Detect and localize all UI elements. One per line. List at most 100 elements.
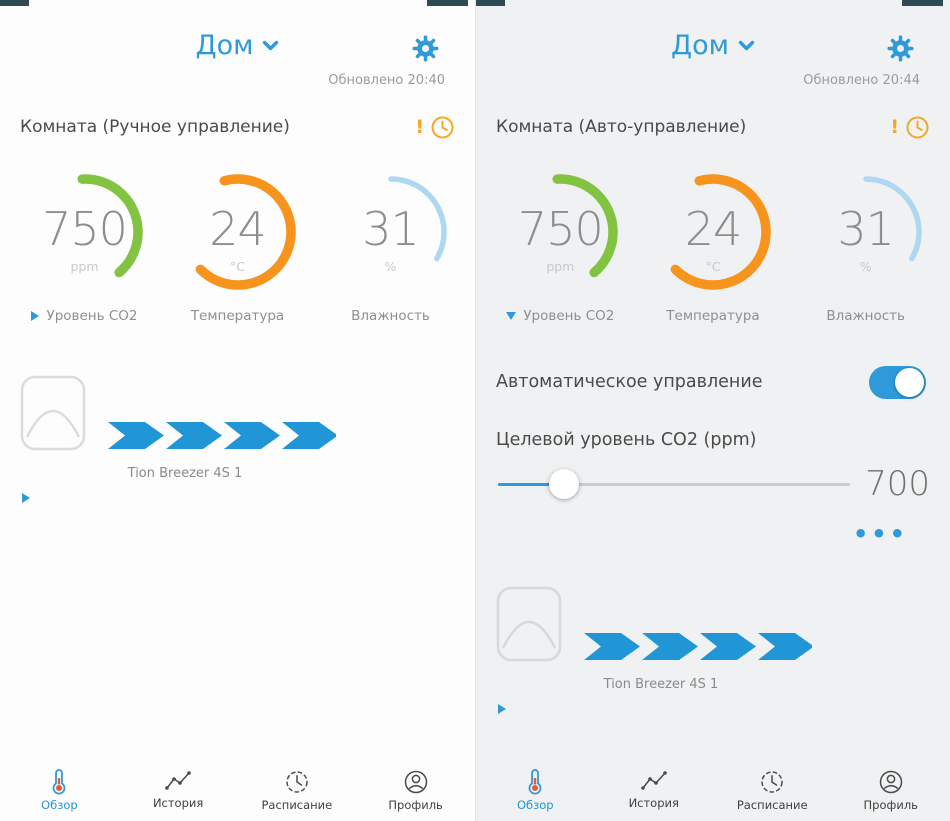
co2-label: Уровень CO2 [46, 308, 138, 324]
tab-profile[interactable]: Профиль [832, 769, 950, 821]
timer-alert-button[interactable]: ! [415, 115, 455, 140]
device-card: Tion Breezer 4S 1 [0, 375, 475, 507]
gauge-temperature: 24 °C Температура [637, 158, 790, 334]
fan-speed-arrows [584, 633, 814, 664]
screen-manual-mode: Дом [0, 0, 475, 821]
room-title: Комната (Авто-управление) [496, 117, 747, 137]
gauge-temperature: 24 °C Температура [161, 158, 314, 334]
temperature-value: 24 [209, 202, 267, 256]
humidity-label: Влажность [351, 308, 430, 324]
co2-gauge-arc [26, 174, 143, 290]
gauge-co2: 750 ppm Уровень CO2 [484, 158, 637, 334]
home-selector[interactable]: Дом [196, 30, 280, 61]
updated-timestamp: Обновлено 20:44 [803, 73, 920, 88]
temperature-unit: °C [230, 259, 245, 274]
temperature-label: Температура [190, 308, 285, 324]
tab-bar: Обзор История Расписание [0, 761, 475, 821]
humidity-gauge-arc [809, 176, 922, 288]
header: Дом [476, 30, 950, 68]
humidity-value: 31 [362, 202, 420, 256]
status-bar-artifact [902, 0, 943, 6]
slider-fill [498, 483, 564, 486]
timer-alert-button[interactable]: ! [890, 115, 930, 140]
auto-control-label: Автоматическое управление [496, 372, 763, 392]
room-title: Комната (Ручное управление) [20, 117, 290, 137]
temperature-value: 24 [684, 202, 743, 256]
tab-history-label: История [152, 796, 204, 810]
timer-clock-icon [906, 116, 929, 138]
collapse-triangle-icon [506, 312, 517, 320]
co2-label: Уровень CO2 [523, 308, 615, 324]
humidity-unit: % [859, 259, 872, 274]
co2-value: 750 [517, 202, 604, 256]
profile-icon [879, 770, 902, 794]
tab-overview-label: Обзор [41, 798, 78, 812]
co2-target-slider[interactable] [498, 468, 850, 500]
tab-history-label: История [628, 796, 679, 810]
settings-gear-icon[interactable] [412, 35, 439, 66]
tab-history[interactable]: История [595, 769, 714, 821]
toggle-knob [895, 367, 924, 397]
home-selector[interactable]: Дом [671, 30, 755, 61]
target-co2-value: 700 [865, 464, 930, 504]
more-options-button[interactable]: ••• [852, 520, 908, 548]
device-name: Tion Breezer 4S 1 [603, 677, 719, 692]
updated-timestamp: Обновлено 20:40 [328, 73, 445, 88]
settings-gear-icon[interactable] [887, 35, 914, 66]
gauge-co2: 750 ppm Уровень CO2 [8, 158, 161, 334]
device-expand-triangle[interactable] [498, 704, 506, 714]
tab-schedule[interactable]: Расписание [713, 769, 832, 821]
co2-value: 750 [42, 202, 128, 256]
tab-overview[interactable]: Обзор [0, 769, 119, 821]
tab-profile-label: Профиль [388, 798, 443, 812]
gauge-humidity: 31 % Влажность [789, 158, 942, 334]
tab-overview[interactable]: Обзор [476, 769, 595, 821]
temperature-label: Температура [666, 308, 760, 324]
slider-thumb[interactable] [548, 469, 579, 499]
gauge-humidity: 31 % Влажность [314, 158, 467, 334]
timer-clock-icon [431, 116, 454, 138]
status-bar-artifact [476, 0, 505, 6]
tab-schedule-label: Расписание [261, 798, 333, 812]
co2-gauge-arc [502, 174, 619, 290]
expand-triangle-icon [31, 311, 40, 321]
alert-exclamation-icon: ! [890, 116, 899, 138]
screen-auto-mode: Дом [475, 0, 950, 821]
co2-label-row[interactable]: Уровень CO2 [484, 308, 637, 324]
tab-profile[interactable]: Профиль [356, 769, 475, 821]
temperature-unit: °C [705, 259, 721, 274]
chevron-down-icon [738, 40, 755, 50]
tab-schedule-label: Расписание [736, 798, 808, 812]
co2-unit: ppm [546, 259, 575, 274]
tab-overview-label: Обзор [516, 798, 554, 812]
humidity-unit: % [384, 259, 397, 274]
alert-exclamation-icon: ! [415, 116, 424, 138]
history-chart-icon [640, 771, 667, 790]
temperature-gauge-arc [179, 174, 296, 290]
co2-label-row[interactable]: Уровень CO2 [8, 308, 161, 324]
breezer-device-icon[interactable] [496, 586, 562, 666]
fan-speed-arrows [108, 422, 338, 453]
home-label: Дом [671, 30, 729, 61]
header: Дом [0, 30, 475, 68]
chevron-down-icon [263, 40, 279, 50]
status-bar-artifact [0, 0, 29, 6]
temperature-gauge-arc [655, 174, 771, 290]
target-co2-label: Целевой уровень CO2 (ppm) [496, 430, 757, 450]
slider-track[interactable] [498, 483, 850, 486]
status-bar-artifact [427, 0, 468, 6]
humidity-label: Влажность [826, 308, 905, 324]
schedule-clock-icon [761, 771, 783, 793]
humidity-gauge-arc [334, 176, 447, 288]
tab-history[interactable]: История [119, 769, 238, 821]
tab-schedule[interactable]: Расписание [238, 769, 357, 821]
auto-control-toggle[interactable] [869, 365, 926, 399]
thermometer-icon [528, 769, 542, 795]
humidity-value: 31 [837, 202, 895, 256]
thermometer-icon [52, 769, 66, 795]
co2-unit: ppm [70, 259, 99, 274]
device-card: Tion Breezer 4S 1 [476, 586, 950, 718]
breezer-device-icon[interactable] [20, 375, 86, 455]
history-chart-icon [165, 771, 191, 790]
device-expand-triangle[interactable] [22, 493, 30, 503]
